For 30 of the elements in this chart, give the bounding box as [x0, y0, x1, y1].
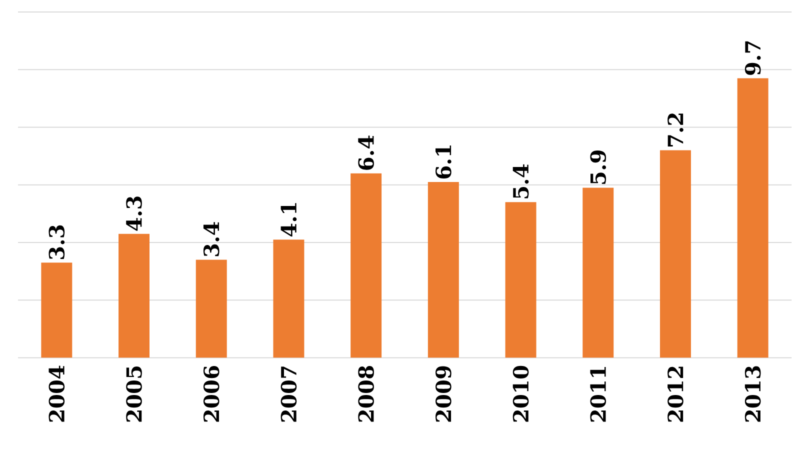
data-label: 9.7 [744, 42, 761, 76]
data-label: 5.9 [590, 150, 606, 184]
bar [350, 173, 382, 358]
x-tick-label: 2004 [48, 366, 65, 422]
x-tick-label: 2012 [668, 366, 684, 422]
bar [196, 260, 227, 358]
bar [118, 234, 150, 358]
data-label: 6.4 [358, 136, 374, 170]
data-label: 3.4 [203, 222, 220, 256]
bar [428, 182, 459, 358]
bar [273, 240, 304, 358]
x-tick-label: 2007 [280, 366, 297, 422]
x-tick-label: 2010 [512, 366, 529, 422]
data-label: 5.4 [512, 164, 529, 198]
data-label: 6.1 [436, 146, 452, 179]
data-label: 3.3 [48, 226, 65, 260]
x-tick-label: 2005 [126, 366, 142, 422]
bar [737, 78, 768, 358]
x-tick-label: 2008 [358, 366, 374, 422]
data-label: 7.2 [668, 114, 684, 147]
bar [660, 150, 691, 358]
x-tick-label: 2006 [203, 366, 220, 422]
x-tick-label: 2011 [590, 367, 606, 422]
bar [41, 262, 72, 358]
x-tick-label: 2013 [744, 366, 761, 422]
data-label: 4.3 [126, 196, 142, 231]
x-tick-label: 2009 [436, 366, 452, 422]
bar [582, 188, 614, 358]
bar [505, 202, 536, 358]
data-label: 4.1 [280, 203, 297, 237]
